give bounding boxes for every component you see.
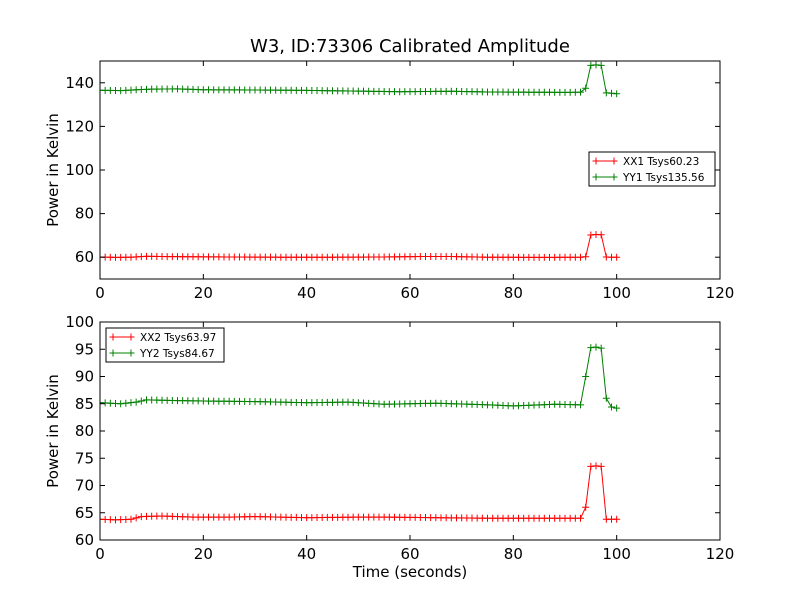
data-point	[597, 462, 605, 470]
y-tick-label: 140	[65, 74, 94, 92]
data-point	[132, 398, 140, 406]
data-point	[613, 515, 621, 523]
legend: XX1 Tsys60.23 YY1 Tsys135.56	[588, 151, 716, 187]
x-axis-label: Time (seconds)	[352, 563, 468, 581]
y-tick-label: 95	[75, 340, 94, 358]
x-tick-label: 80	[504, 284, 523, 302]
x-tick-label: 100	[602, 284, 631, 302]
legend-marker	[127, 333, 135, 341]
y-tick-label: 70	[75, 477, 94, 495]
data-point	[597, 61, 605, 69]
panel-2: 0 20 40 60 80 100 120 60 65 70 75 80 85 90 95 100 Power …	[44, 313, 734, 563]
y-tick-label: 120	[65, 117, 94, 135]
legend-marker	[592, 157, 600, 165]
x-tick-label: 0	[95, 284, 105, 302]
y-tick-label: 80	[75, 422, 94, 440]
legend-marker	[610, 173, 618, 181]
data-point	[597, 344, 605, 352]
legend-entry-label: XX1 Tsys60.23	[623, 156, 699, 168]
legend-marker	[610, 157, 618, 165]
data-point	[127, 399, 135, 407]
data-point	[602, 394, 610, 402]
chart-title: W3, ID:73306 Calibrated Amplitude	[250, 36, 570, 57]
panels: 0 20 40 60 80 100 120 60 80 100 120 140 Power in Kel…	[44, 60, 735, 563]
legend-entry-label: XX2 Tsys63.97	[140, 332, 216, 344]
x-tick-label: 60	[400, 284, 419, 302]
data-point	[577, 514, 584, 522]
y-tick-label: 90	[75, 368, 94, 386]
data-point	[582, 84, 590, 92]
y-tick-label: 100	[65, 313, 94, 331]
x-tick-label: 100	[602, 545, 631, 563]
data-point	[592, 462, 600, 470]
x-tick-label: 40	[297, 545, 316, 563]
legend-box	[105, 327, 225, 363]
series-line-2-1	[100, 465, 617, 521]
x-tick-label: 20	[194, 545, 213, 563]
data-point	[582, 373, 590, 380]
legend-entry-label: YY1 Tsys135.56	[622, 172, 705, 184]
data-point	[582, 503, 590, 511]
x-tick-label: 60	[400, 545, 419, 563]
data-point	[613, 404, 621, 412]
y-tick-label: 85	[75, 395, 94, 413]
x-tick-label: 40	[297, 284, 316, 302]
y-axis-label: Power in Kelvin	[44, 113, 62, 227]
legend: XX2 Tsys63.97 YY2 Tsys84.67	[105, 327, 225, 363]
data-point	[608, 403, 615, 411]
data-point	[587, 344, 595, 352]
legend-marker	[592, 173, 600, 181]
legend-entry-label: YY2 Tsys84.67	[139, 348, 215, 360]
data-point	[122, 399, 130, 407]
panel-1: 0 20 40 60 80 100 120 60 80 100 120 140 Power in Kel…	[44, 60, 735, 302]
data-point	[582, 253, 590, 261]
data-point	[587, 462, 595, 470]
x-tick-label: 20	[194, 284, 213, 302]
legend-marker	[127, 349, 135, 357]
y-tick-label: 65	[75, 504, 94, 522]
x-tick-label: 120	[706, 284, 735, 302]
data-point	[597, 231, 605, 239]
data-point	[613, 253, 621, 261]
y-tick-label: 60	[75, 531, 94, 549]
data-point	[592, 343, 600, 351]
data-point	[577, 88, 584, 96]
y-tick-label: 75	[75, 449, 94, 467]
y-tick-label: 60	[75, 248, 94, 266]
x-tick-label: 0	[95, 545, 105, 563]
data-point	[117, 400, 125, 408]
x-tick-label: 120	[706, 545, 735, 563]
y-tick-label: 80	[75, 205, 94, 223]
legend-marker	[109, 349, 117, 357]
data-point	[127, 515, 135, 523]
plot-area	[100, 343, 621, 524]
data-point	[132, 514, 140, 522]
data-point	[577, 401, 584, 409]
plot-area	[100, 61, 621, 261]
legend-box	[588, 151, 716, 187]
data-point	[137, 397, 145, 405]
legend-marker	[109, 333, 117, 341]
y-tick-label: 100	[65, 161, 94, 179]
data-point	[613, 90, 621, 98]
x-tick-label: 80	[504, 545, 523, 563]
y-axis-label: Power in Kelvin	[44, 374, 62, 488]
